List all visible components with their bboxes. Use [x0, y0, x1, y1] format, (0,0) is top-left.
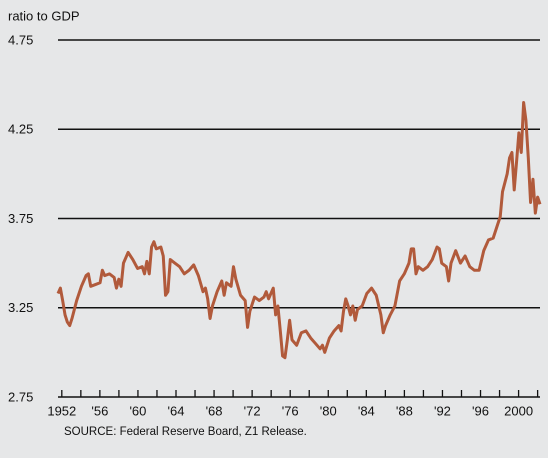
x-tick-label: '68 [206, 403, 223, 418]
x-tick-label: '64 [168, 403, 185, 418]
source-note: SOURCE: Federal Reserve Board, Z1 Releas… [64, 426, 307, 438]
x-tick-label: '72 [244, 403, 261, 418]
x-tick-label: '88 [396, 403, 413, 418]
y-axis-label: ratio to GDP [8, 8, 80, 23]
x-tick-label: '92 [434, 403, 451, 418]
y-tick-label: 4.75 [8, 32, 33, 47]
x-tick-label: '84 [358, 403, 375, 418]
y-tick-label: 4.25 [8, 122, 33, 137]
y-tick-label: 3.25 [8, 300, 33, 315]
x-tick-label: '60 [129, 403, 146, 418]
x-tick-label: '76 [282, 403, 299, 418]
x-tick-label: '80 [320, 403, 337, 418]
x-tick-label: '96 [472, 403, 489, 418]
x-tick-label: 2000 [504, 403, 533, 418]
x-tick-label: 1952 [47, 403, 76, 418]
y-tick-label: 2.75 [8, 389, 33, 404]
y-tick-label: 3.75 [8, 211, 33, 226]
data-line [56, 100, 542, 360]
x-tick-label: '56 [91, 403, 108, 418]
